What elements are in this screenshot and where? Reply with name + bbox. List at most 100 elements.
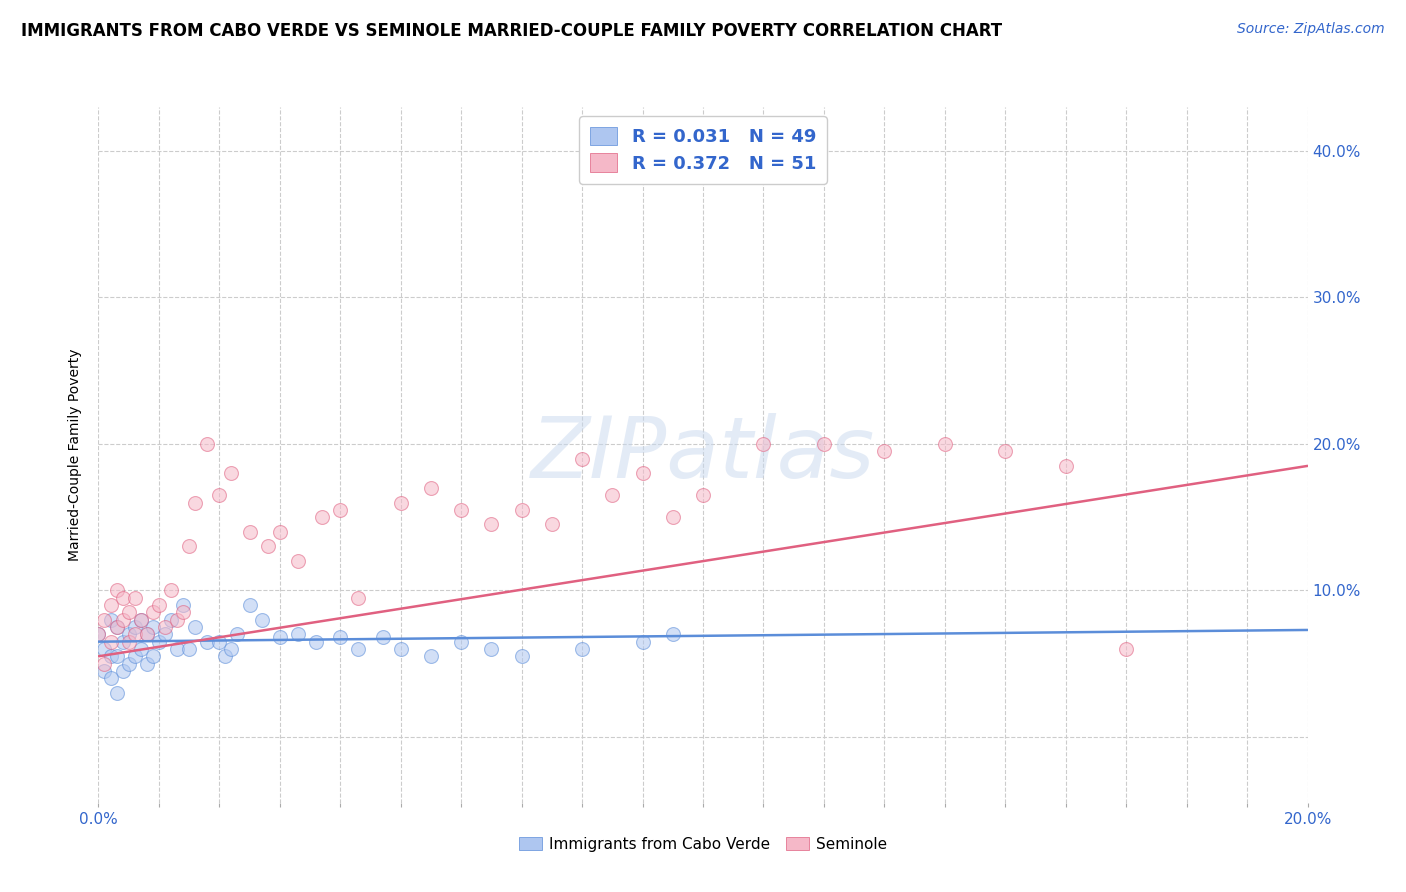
Point [153,620,176,634]
Point [166,642,188,657]
Point [221,642,243,657]
Point [208,488,231,502]
Point [124,591,146,605]
Point [105,620,128,634]
Point [571,451,593,466]
Point [692,488,714,502]
Point [269,630,291,644]
Point [631,467,654,481]
Point [118,606,141,620]
Point [87,627,110,641]
Point [105,620,128,634]
Point [873,444,896,458]
Point [153,627,176,641]
Point [118,627,141,641]
Point [631,634,654,648]
Point [208,634,231,648]
Point [1054,458,1077,473]
Point [510,503,533,517]
Point [129,613,152,627]
Point [347,591,370,605]
Point [420,649,443,664]
Point [100,634,122,648]
Point [661,627,683,641]
Point [142,649,165,664]
Point [100,613,122,627]
Point [214,649,236,664]
Point [160,613,183,627]
Point [111,613,134,627]
Point [540,517,562,532]
Point [87,627,110,641]
Point [195,634,218,648]
Point [184,495,207,509]
Point [752,437,775,451]
Point [124,649,146,664]
Point [118,657,141,671]
Point [420,481,443,495]
Point [226,627,249,641]
Point [389,642,412,657]
Point [135,627,157,641]
Point [93,657,115,671]
Text: Source: ZipAtlas.com: Source: ZipAtlas.com [1237,22,1385,37]
Point [256,540,278,554]
Point [142,620,165,634]
Point [450,634,472,648]
Point [221,467,243,481]
Point [135,627,157,641]
Point [105,649,128,664]
Point [93,664,115,678]
Point [347,642,370,657]
Point [100,649,122,664]
Point [148,634,170,648]
Point [160,583,183,598]
Y-axis label: Married-Couple Family Poverty: Married-Couple Family Poverty [69,349,83,561]
Point [287,554,309,568]
Point [100,598,122,612]
Point [184,620,207,634]
Point [111,664,134,678]
Point [329,503,352,517]
Point [287,627,309,641]
Point [481,642,503,657]
Point [311,510,333,524]
Point [111,634,134,648]
Point [661,510,683,524]
Point [148,598,170,612]
Point [481,517,503,532]
Point [105,583,128,598]
Point [93,642,115,657]
Point [1115,642,1137,657]
Point [239,598,262,612]
Legend: Immigrants from Cabo Verde, Seminole: Immigrants from Cabo Verde, Seminole [513,830,893,858]
Point [305,634,328,648]
Point [129,642,152,657]
Point [195,437,218,451]
Point [389,495,412,509]
Point [118,634,141,648]
Point [179,540,201,554]
Point [371,630,394,644]
Point [172,598,194,612]
Point [269,524,291,539]
Point [105,686,128,700]
Point [93,613,115,627]
Point [329,630,352,644]
Point [602,488,624,502]
Point [135,657,157,671]
Point [124,627,146,641]
Text: IMMIGRANTS FROM CABO VERDE VS SEMINOLE MARRIED-COUPLE FAMILY POVERTY CORRELATION: IMMIGRANTS FROM CABO VERDE VS SEMINOLE M… [21,22,1002,40]
Point [142,606,165,620]
Text: ZIPatlas: ZIPatlas [531,413,875,497]
Point [813,437,835,451]
Point [172,606,194,620]
Point [239,524,262,539]
Point [129,613,152,627]
Point [179,642,201,657]
Point [124,620,146,634]
Point [111,591,134,605]
Point [994,444,1017,458]
Point [250,613,273,627]
Point [571,642,593,657]
